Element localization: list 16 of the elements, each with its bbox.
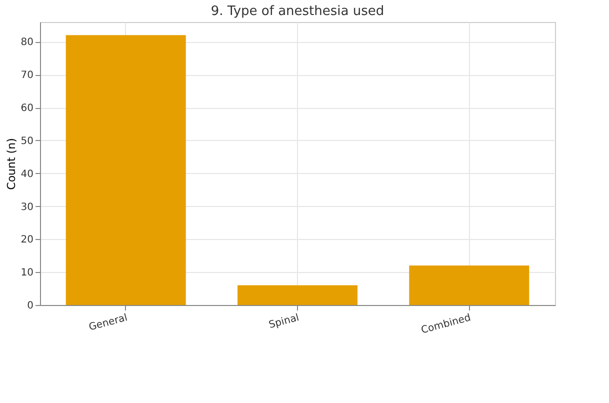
x-tick-label: General	[88, 312, 129, 334]
y-axis-title: Count (n)	[4, 138, 18, 190]
y-tick-label: 60	[20, 103, 34, 114]
y-tick-label: 30	[20, 202, 34, 213]
bar	[66, 35, 186, 305]
y-tick-label: 80	[20, 37, 34, 48]
y-tick-label: 10	[20, 268, 34, 279]
chart-title: 9. Type of anesthesia used	[210, 4, 384, 19]
bar	[238, 285, 358, 305]
y-tick-label: 50	[20, 136, 34, 147]
y-tick-label: 70	[20, 70, 34, 82]
y-tick-label: 40	[20, 168, 34, 180]
x-tick-label: Spinal	[268, 312, 300, 332]
y-tick-label: 20	[20, 234, 34, 246]
y-tick-label: 0	[27, 300, 34, 312]
bar	[409, 266, 530, 305]
